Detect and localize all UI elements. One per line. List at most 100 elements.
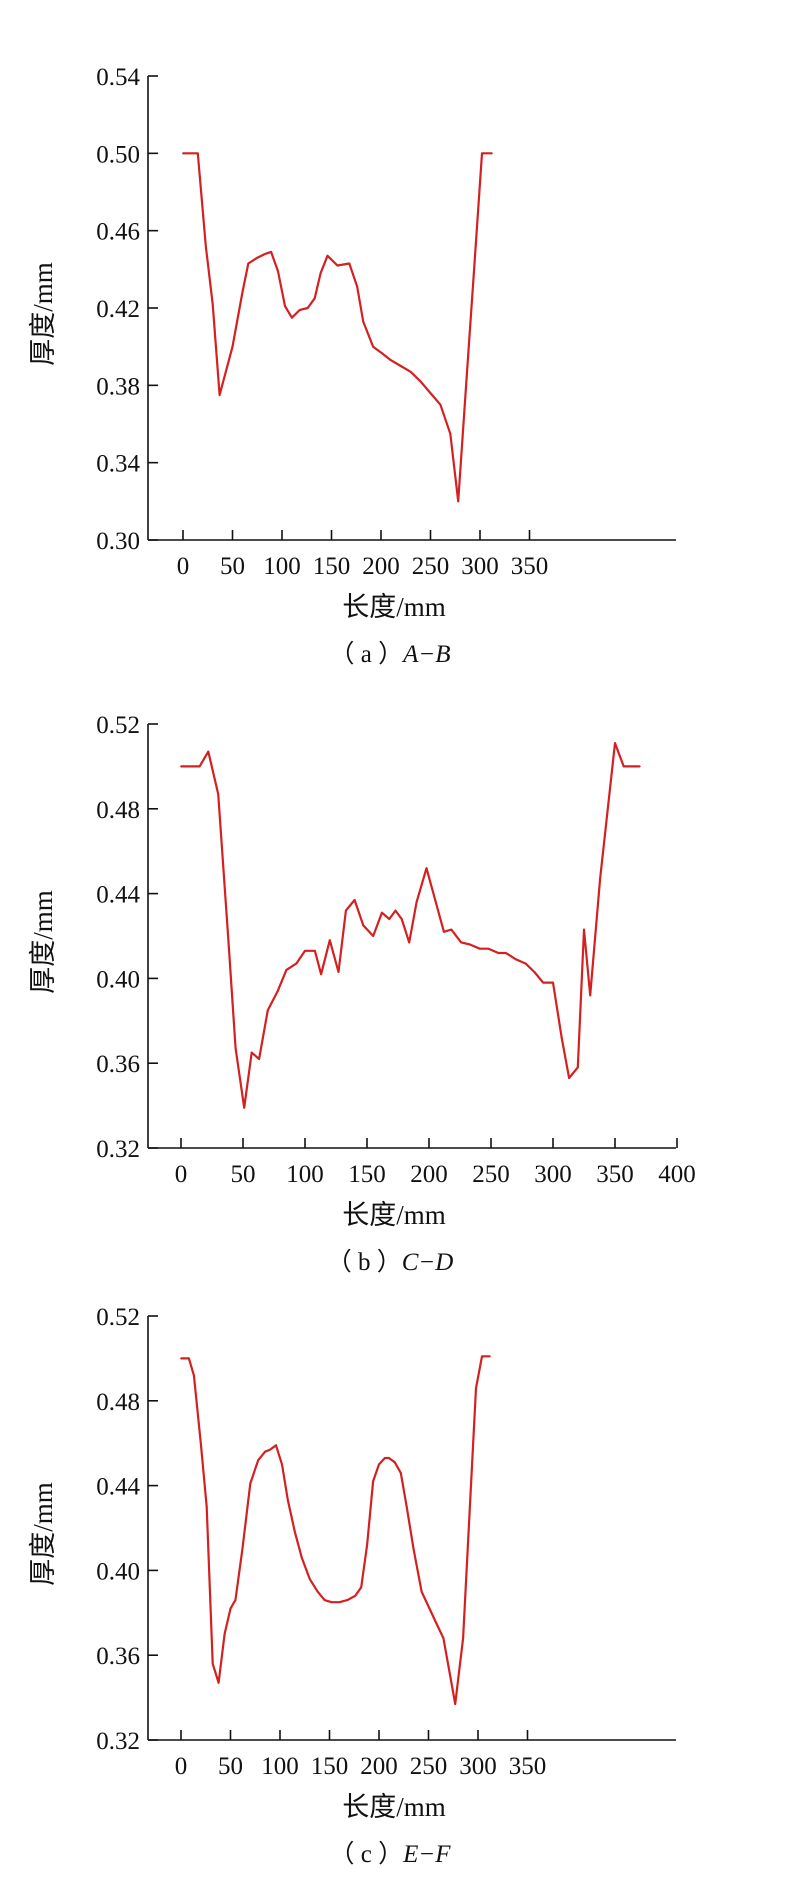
data-point <box>247 262 250 265</box>
data-point <box>319 272 322 275</box>
data-point <box>199 1442 202 1445</box>
data-point <box>281 1463 283 1466</box>
data-point <box>469 943 471 946</box>
data-point <box>366 1544 369 1546</box>
y-tick-label: 0.32 <box>96 1728 140 1755</box>
data-point <box>481 152 483 155</box>
data-point <box>306 307 309 309</box>
data-point <box>449 432 452 435</box>
data-point <box>473 268 475 271</box>
data-point <box>249 1482 252 1485</box>
y-tick-label: 0.34 <box>96 451 140 478</box>
data-point <box>264 252 267 255</box>
data-point <box>360 1586 363 1589</box>
x-tick-label: 350 <box>511 553 549 580</box>
data-point <box>427 1605 430 1608</box>
data-point <box>277 270 279 273</box>
data-point <box>380 351 382 354</box>
y-tick-label: 0.48 <box>96 797 140 824</box>
thickness-series-line <box>183 152 492 503</box>
data-point <box>390 359 392 362</box>
data-point <box>243 1106 246 1109</box>
data-point <box>378 1463 380 1466</box>
data-point <box>439 403 442 406</box>
data-point <box>308 1577 311 1580</box>
data-point <box>388 1457 390 1459</box>
data-point <box>348 262 351 265</box>
y-tick-label: 0.36 <box>96 1643 140 1670</box>
data-point <box>205 1505 208 1508</box>
data-point <box>198 765 201 768</box>
data-point <box>293 1531 296 1534</box>
data-point <box>223 1633 226 1635</box>
data-point <box>316 1590 319 1593</box>
x-tick-label: 0 <box>177 553 190 580</box>
data-point <box>405 1505 408 1508</box>
data-point <box>542 981 544 984</box>
x-tick-label: 0 <box>175 1161 188 1188</box>
thickness-series-line <box>181 741 640 1109</box>
data-point <box>275 1444 277 1447</box>
data-point <box>614 742 616 744</box>
y-tick-label: 0.40 <box>96 966 140 993</box>
data-point <box>434 899 437 901</box>
data-point <box>204 245 207 248</box>
data-point <box>478 947 481 950</box>
data-point <box>457 500 460 503</box>
data-point <box>488 1355 491 1358</box>
data-point <box>336 264 339 267</box>
data-point <box>211 303 214 306</box>
x-tick-label: 300 <box>534 1161 572 1188</box>
data-point <box>287 1499 289 1502</box>
data-point <box>514 958 517 961</box>
y-tick-label: 0.38 <box>96 373 140 400</box>
data-point <box>266 1009 269 1012</box>
data-point <box>256 256 259 259</box>
x-tick-label: 250 <box>410 1753 448 1780</box>
data-point <box>568 1077 571 1079</box>
data-point <box>211 1662 214 1665</box>
data-point <box>380 911 383 914</box>
data-point <box>284 305 286 307</box>
data-point <box>313 297 316 300</box>
caption-label: A−B <box>401 641 450 668</box>
data-point <box>227 935 230 937</box>
data-point <box>362 924 365 927</box>
data-point <box>338 1601 341 1604</box>
data-point <box>330 1601 333 1604</box>
data-point <box>182 152 184 155</box>
data-point <box>345 909 347 912</box>
x-tick-label: 50 <box>218 1753 243 1780</box>
data-point <box>250 1051 253 1054</box>
data-point <box>465 384 468 387</box>
x-tick-label: 300 <box>459 1753 497 1780</box>
data-point <box>300 1556 303 1559</box>
x-tick-label: 250 <box>472 1161 510 1188</box>
data-point <box>264 1450 267 1453</box>
data-point <box>180 765 182 768</box>
data-point <box>442 930 445 933</box>
data-point <box>354 1594 357 1597</box>
data-point <box>533 971 536 973</box>
data-point <box>460 941 463 944</box>
data-point <box>356 285 359 288</box>
data-point <box>257 1459 260 1462</box>
caption-prefix: （ c ） <box>329 1840 403 1868</box>
caption-prefix: （ b ） <box>327 1248 402 1276</box>
data-point <box>412 1548 415 1551</box>
y-axis-title: 厚度/mm <box>28 1482 58 1586</box>
data-point <box>217 1681 220 1684</box>
data-point <box>314 949 316 952</box>
data-point <box>442 1637 445 1640</box>
data-point <box>285 969 288 971</box>
data-point <box>276 990 279 993</box>
data-point <box>394 909 397 912</box>
data-point <box>450 928 453 931</box>
data-point <box>372 345 374 348</box>
data-point <box>560 1036 563 1039</box>
data-point <box>234 1047 237 1050</box>
data-point <box>475 1387 477 1389</box>
data-point <box>497 952 500 954</box>
panel-caption: （ c ）E−F <box>329 1840 451 1868</box>
data-point <box>599 877 602 880</box>
